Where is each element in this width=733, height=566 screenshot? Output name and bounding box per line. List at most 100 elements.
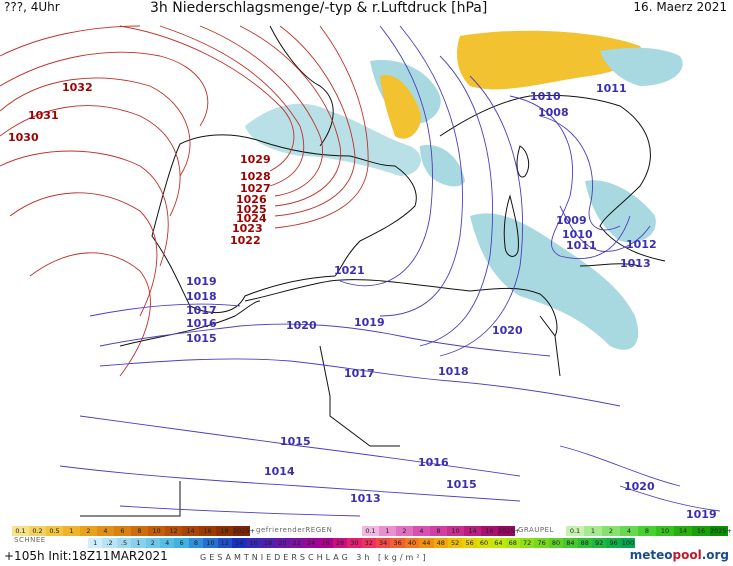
legend-swatch: 0.1 (12, 526, 29, 536)
legend-swatch: 60 (476, 538, 492, 548)
legend-swatch: 1 (131, 538, 146, 548)
precipitation-areas (245, 30, 683, 350)
isobars-high (0, 25, 369, 377)
legend-swatch: 96 (606, 538, 621, 548)
isobar-label: 1019 (354, 316, 385, 329)
legend-swatch: 28 (332, 538, 348, 548)
legend-swatch: 2 (145, 538, 160, 548)
isobars-low (59, 25, 721, 517)
isobar-label: 1013 (620, 257, 651, 270)
legend-swatch: 4 (413, 526, 430, 536)
legend-swatch: 2025+ (498, 526, 520, 536)
isobar-label: 1031 (28, 109, 59, 122)
isobar-label: 1016 (186, 317, 217, 330)
isobar-label: 1023 (232, 222, 263, 235)
legend-swatch: 2 (602, 526, 620, 536)
isobar-label: 1019 (186, 275, 217, 288)
isobar-label: 1017 (186, 304, 217, 317)
legend-swatch: 14 (232, 538, 247, 548)
logo-part: pool (672, 548, 702, 562)
legend-swatch: 10 (148, 526, 165, 536)
legend-swatch: 12 (217, 538, 232, 548)
isobar-label: 1017 (344, 367, 375, 380)
legend-swatch: 64 (491, 538, 506, 548)
legend-swatch: 4 (620, 526, 638, 536)
isobar-label: 1027 (240, 182, 271, 195)
pressure-precip-map: 1032 1031 1030 1029 1028 1027 1026 1025 … (0, 25, 721, 521)
legend-swatch: 72 (520, 538, 535, 548)
legend-swatch: 16 (481, 526, 498, 536)
legend-swatch: 26 (318, 538, 333, 548)
isobar-label: 1010 (530, 90, 561, 103)
isobar-label: 1025 (236, 203, 267, 216)
legend-swatch: 18 (216, 526, 233, 536)
isobar-label: 1032 (62, 81, 93, 94)
legend-swatch: 2 (396, 526, 413, 536)
legend-swatch: 18 (260, 538, 276, 548)
legend-swatch: 1 (379, 526, 396, 536)
legend-swatch: 44 (419, 538, 434, 548)
run-time-label: ???, 4Uhr (4, 0, 60, 14)
isobar-label: 1015 (446, 478, 477, 491)
legend-swatch: 0.2 (29, 526, 46, 536)
legend-swatch: 56 (462, 538, 477, 548)
legend-swatch: 16 (246, 538, 261, 548)
legend-swatch: 0.1 (566, 526, 584, 536)
logo-part: .org (701, 548, 729, 562)
isobar-label: 1029 (240, 153, 271, 166)
legend-swatch: 92 (592, 538, 607, 548)
isobar-labels-low: 1011 1010 1008 1009 1010 1011 1012 1013 … (186, 82, 717, 521)
legend-swatch: 10 (203, 538, 218, 548)
legend-swatch: 14 (674, 526, 692, 536)
isobar-labels-high: 1032 1031 1030 1029 1028 1027 1026 1025 … (8, 81, 271, 247)
legend-snow-row: SCHNEE 1.2.5 1 2 4 6 8 10 12 14 16 18 20 22 24 26 28 30 3… (0, 536, 733, 550)
isobar-label: 1026 (236, 193, 267, 206)
meteopool-logo[interactable]: meteopool.org (630, 548, 729, 562)
legend-swatch: 52 (448, 538, 463, 548)
legend-swatch: 1 (63, 526, 80, 536)
map-title: 3h Niederschlagsmenge/-typ & r.Luftdruck… (150, 0, 488, 16)
isobar-label: 1020 (492, 324, 523, 337)
legend-swatch: 8 (638, 526, 656, 536)
isobar-label: 1014 (264, 465, 295, 478)
legend-swatch: 6 (174, 538, 189, 548)
legend-swatch: 10 (447, 526, 464, 536)
isobar-label: 1020 (286, 319, 317, 332)
isobar-label: 1015 (186, 332, 217, 345)
isobar-label: 1009 (556, 214, 587, 227)
isobar-label: 1030 (8, 131, 39, 144)
legend-swatch: 8 (188, 538, 204, 548)
legend-swatch: 2025+ (233, 526, 255, 536)
isobar-label: 1011 (566, 239, 597, 252)
legend-swatch: 8 (131, 526, 148, 536)
isobar-label: 1022 (230, 234, 261, 247)
legend-swatch: 22 (289, 538, 304, 548)
legend-swatch: 48 (433, 538, 448, 548)
legend-swatch: 0.1 (362, 526, 379, 536)
legend-swatch: 2 (80, 526, 97, 536)
legend-snow-label: SCHNEE (14, 536, 46, 544)
legend-swatch: 2025+ (710, 526, 732, 536)
legend-rain-row: 0.1 0.2 0.5 1 2 4 6 8 10 12 14 16 18 2025+ gefrierend… (0, 526, 733, 538)
isobar-label: 1016 (418, 456, 449, 469)
legend-freezing-label: gefrierenderREGEN (256, 526, 333, 534)
isobar-label: 1012 (626, 238, 657, 251)
isobar-label: 1021 (334, 264, 365, 277)
legend-swatch: 20 (275, 538, 290, 548)
legend-swatch: 8 (430, 526, 447, 536)
isobar-label: 1013 (350, 492, 381, 505)
legend-swatch: 30 (347, 538, 362, 548)
legend-swatch: 14 (182, 526, 199, 536)
legend-swatch: 88 (577, 538, 592, 548)
legend-swatch: 16 (199, 526, 216, 536)
isobar-label: 1024 (236, 212, 267, 225)
map-date: 16. Maerz 2021 (633, 0, 727, 14)
legend-swatch: 10 (656, 526, 674, 536)
run-info: +105h Init:18Z11MAR2021 (4, 549, 168, 563)
legend-swatch: 1 (584, 526, 602, 536)
legend-swatch: 16 (692, 526, 710, 536)
legend-graupel-label: GRAUPEL (518, 526, 554, 534)
legend-swatch: 1 (88, 538, 103, 548)
legend-swatch: 4 (97, 526, 114, 536)
